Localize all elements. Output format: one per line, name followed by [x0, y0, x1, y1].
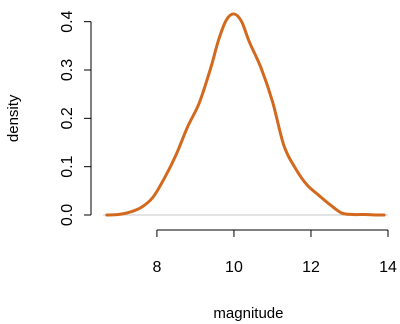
x-tick-label: 14 — [379, 259, 397, 276]
y-tick-label: 0.3 — [59, 59, 76, 81]
x-axis-ticks: 8 10 12 14 — [152, 230, 397, 276]
x-axis-title: magnitude — [213, 305, 283, 322]
x-tick-label: 12 — [302, 259, 320, 276]
y-tick-label: 0.0 — [59, 204, 76, 226]
y-axis-title: density — [5, 94, 22, 142]
y-tick-label: 0.1 — [59, 155, 76, 177]
y-tick-label: 0.4 — [59, 10, 76, 32]
x-tick-label: 10 — [225, 259, 243, 276]
x-tick-label: 8 — [152, 259, 161, 276]
density-curve-0 — [105, 12, 386, 217]
y-axis-ticks: 0.0 0.1 0.2 0.3 0.4 — [59, 10, 91, 226]
plot-area — [103, 12, 388, 217]
y-tick-label: 0.2 — [59, 107, 76, 129]
